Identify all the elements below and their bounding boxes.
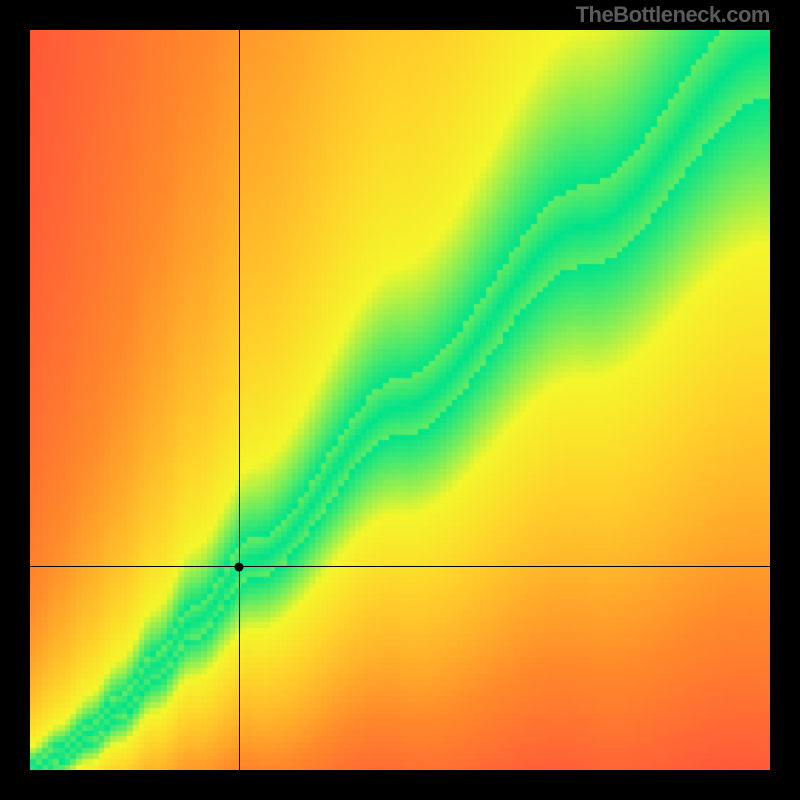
crosshair-horizontal: [30, 566, 770, 567]
heatmap-canvas: [30, 30, 770, 770]
figure-root: TheBottleneck.com: [0, 0, 800, 800]
plot-area: [30, 30, 770, 770]
marker-dot: [235, 562, 244, 571]
watermark-text: TheBottleneck.com: [576, 2, 770, 28]
crosshair-vertical: [239, 30, 240, 770]
